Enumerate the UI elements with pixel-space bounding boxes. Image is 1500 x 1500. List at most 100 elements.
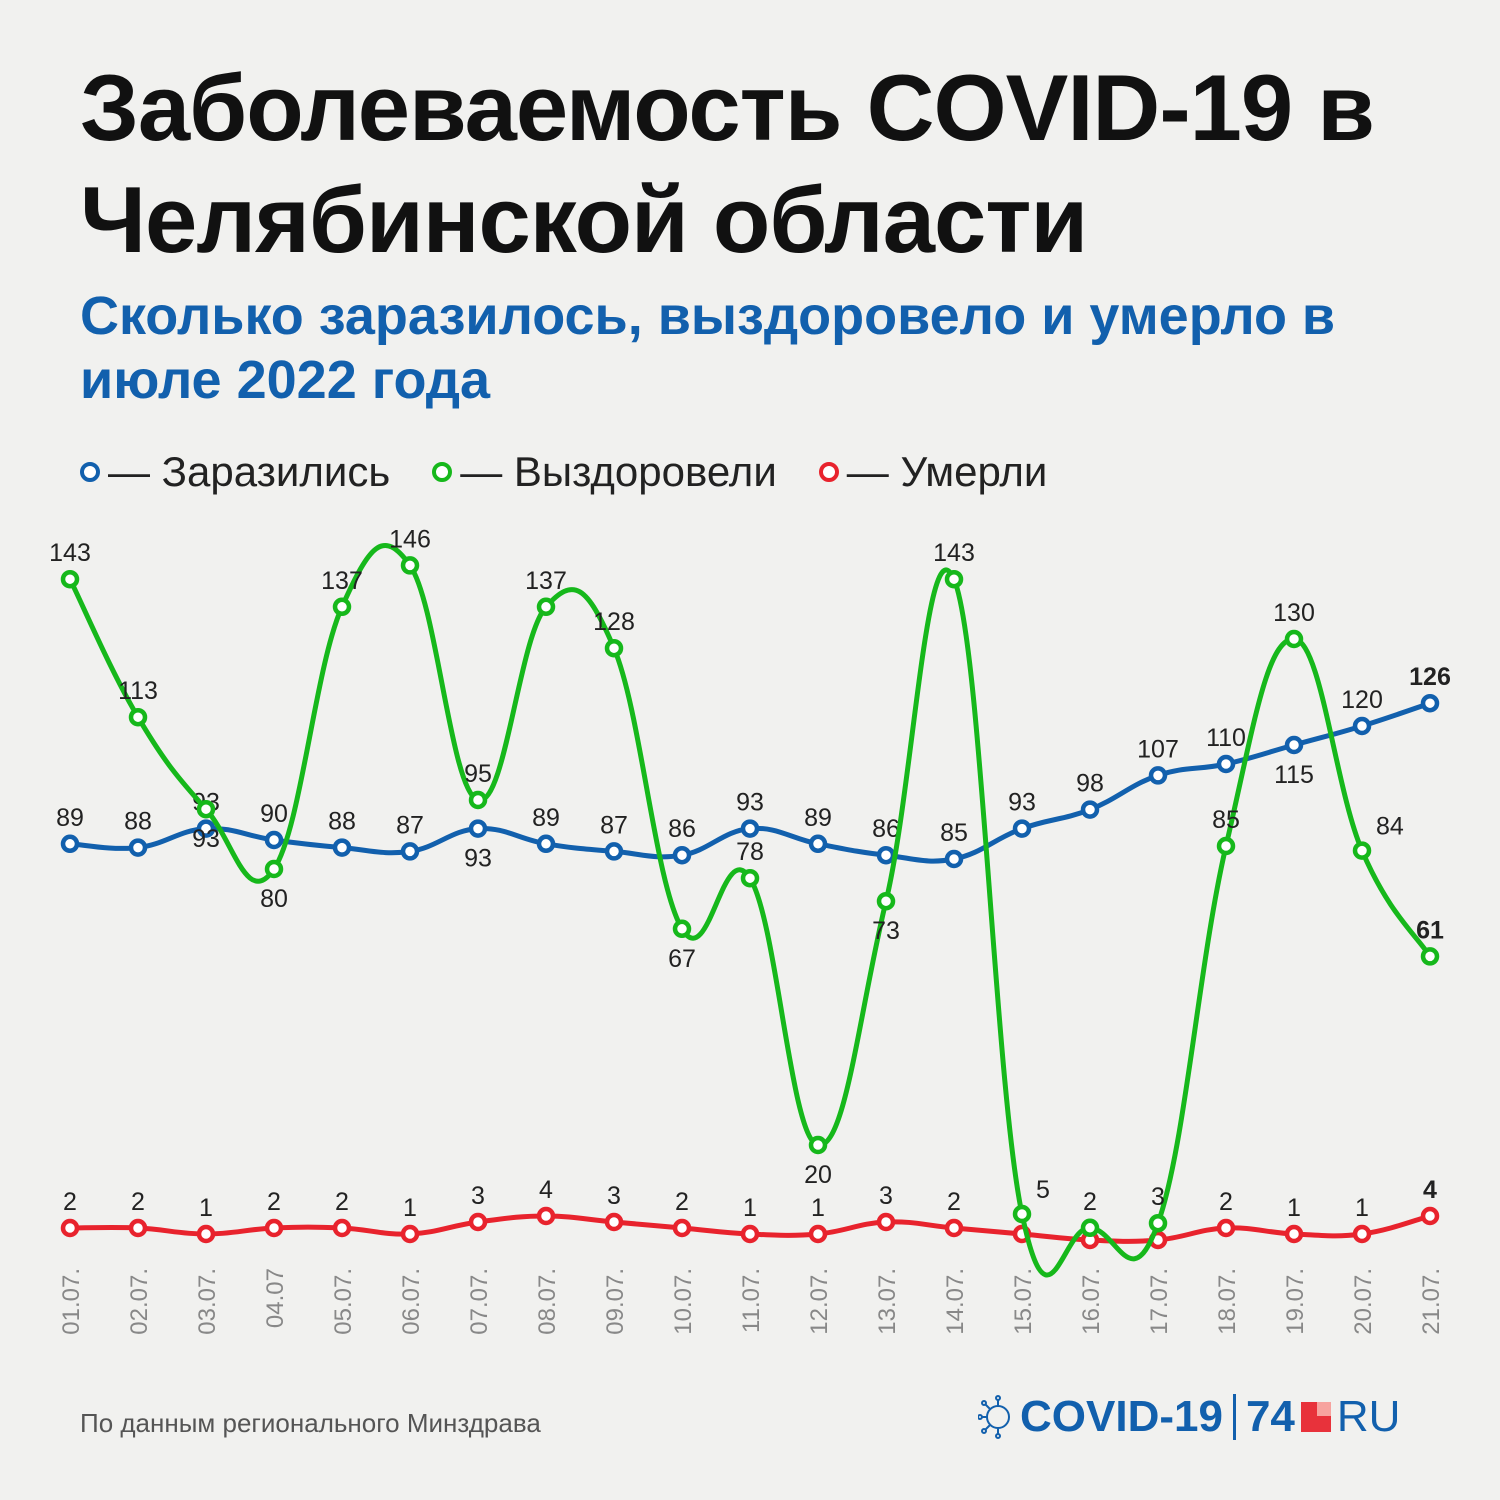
data-label-deaths: 1: [743, 1194, 757, 1222]
data-point-deaths: [332, 1218, 352, 1238]
source-note: По данным регионального Минздрава: [80, 1408, 541, 1438]
data-point-recovered: [672, 919, 692, 939]
data-label-recovered: 143: [49, 539, 91, 567]
page-subtitle: Сколько заразилось, выздоровело и умерло…: [80, 286, 1336, 410]
logo-number: 74: [1245, 1392, 1295, 1441]
data-label-deaths: 1: [1355, 1194, 1369, 1222]
data-label-recovered: 146: [389, 525, 431, 553]
data-point-infected: [128, 838, 148, 857]
data-label-deaths: 2: [675, 1188, 689, 1216]
data-point-infected: [468, 819, 488, 838]
x-tick-label: 20.07.: [1350, 1268, 1377, 1335]
legend: — Заразились — Выздоровели — Умерли: [80, 448, 1089, 496]
data-point-deaths: [1284, 1224, 1304, 1244]
data-point-deaths: [808, 1224, 828, 1244]
brand-logo: COVID-19 74 RU: [978, 1392, 1400, 1442]
x-tick-label: 19.07.: [1282, 1268, 1309, 1335]
logo-ru-text: RU: [1336, 1392, 1401, 1441]
data-point-recovered: [1080, 1218, 1100, 1238]
data-point-recovered: [264, 859, 284, 879]
data-label-deaths: 2: [1219, 1188, 1233, 1216]
data-label-deaths: 2: [947, 1188, 961, 1216]
data-label-infected: 87: [600, 811, 628, 839]
data-label-recovered: 73: [872, 917, 900, 945]
data-label-deaths: 2: [267, 1188, 281, 1216]
data-point-infected: [1012, 819, 1032, 838]
series-deaths: 2 2 1 2 2 1 3 4 3 2 1 1 3 2 2 1 1 4: [60, 1176, 1440, 1250]
data-label-recovered: 3: [1151, 1183, 1165, 1211]
data-point-infected: [808, 834, 828, 854]
data-label-infected: 85: [940, 819, 968, 847]
data-point-deaths: [1420, 1206, 1440, 1226]
data-point-deaths: [740, 1224, 760, 1244]
x-tick-label: 16.07.: [1078, 1268, 1105, 1335]
data-label-infected: 115: [1274, 761, 1314, 789]
data-label-recovered: 128: [593, 608, 635, 636]
data-label-deaths: 3: [607, 1182, 621, 1210]
data-point-recovered: [604, 638, 624, 658]
data-point-infected: [1216, 754, 1236, 774]
data-label-infected: 93: [736, 789, 764, 817]
data-label-recovered: 113: [118, 677, 158, 705]
data-label-infected: 89: [56, 804, 84, 832]
x-tick-label: 08.07.: [534, 1268, 561, 1335]
data-point-recovered: [740, 868, 760, 888]
legend-item-infected: — Заразились: [80, 448, 390, 496]
x-tick-label: 17.07.: [1146, 1268, 1173, 1335]
x-tick-label: 14.07.: [942, 1268, 969, 1335]
x-tick-label: 11.07.: [738, 1268, 765, 1333]
data-point-infected: [60, 834, 80, 854]
data-point-infected: [1352, 716, 1372, 736]
data-point-infected: [944, 849, 964, 869]
data-label-infected: 90: [260, 800, 288, 828]
data-point-infected: [672, 845, 692, 865]
data-label-infected: 89: [532, 804, 560, 832]
data-label-deaths: 1: [1287, 1194, 1301, 1222]
x-tick-label: 10.07.: [670, 1268, 697, 1335]
data-label-recovered: 143: [933, 539, 975, 567]
data-label-infected: 107: [1137, 735, 1179, 763]
data-label-recovered: 20: [804, 1161, 832, 1189]
x-tick-label: 03.07.: [194, 1268, 221, 1335]
data-label-recovered: 137: [525, 567, 567, 595]
x-tick-label: 18.07.: [1214, 1268, 1241, 1335]
data-point-recovered: [1420, 947, 1440, 966]
data-point-recovered: [196, 799, 216, 819]
legend-marker-recovered: [432, 462, 453, 482]
data-point-recovered: [1148, 1213, 1168, 1233]
data-label-recovered: 5: [1036, 1176, 1050, 1204]
data-label-recovered: 61: [1416, 916, 1444, 944]
x-tick-label: 21.07.: [1418, 1268, 1445, 1335]
data-label-infected: 89: [804, 804, 832, 832]
x-tick-label: 05.07.: [330, 1268, 357, 1335]
data-point-deaths: [60, 1218, 80, 1238]
data-point-deaths: [400, 1224, 420, 1244]
data-point-infected: [876, 845, 896, 865]
data-point-deaths: [876, 1212, 896, 1232]
data-point-infected: [1148, 766, 1168, 785]
data-point-recovered: [808, 1135, 828, 1155]
data-point-deaths: [1352, 1224, 1372, 1244]
data-label-deaths: 1: [199, 1194, 213, 1222]
data-label-infected: 87: [396, 811, 424, 839]
legend-label-infected: — Заразились: [108, 448, 391, 495]
data-label-recovered: 67: [668, 945, 696, 973]
data-label-infected: 93: [1008, 789, 1036, 817]
data-point-deaths: [468, 1212, 488, 1232]
data-point-deaths: [264, 1218, 284, 1238]
data-point-infected: [1420, 693, 1440, 713]
data-point-infected: [400, 842, 420, 861]
data-point-deaths: [1216, 1218, 1236, 1238]
data-label-recovered: 85: [1212, 806, 1240, 834]
x-tick-label: 12.07.: [806, 1268, 833, 1335]
data-label-recovered: 80: [260, 885, 288, 913]
data-label-infected: 86: [668, 815, 696, 843]
data-point-recovered: [536, 597, 556, 617]
data-label-recovered: 95: [464, 760, 492, 788]
data-point-recovered: [1352, 841, 1372, 860]
data-label-deaths: 3: [879, 1182, 893, 1210]
data-point-recovered: [1012, 1204, 1032, 1224]
data-point-infected: [536, 834, 556, 854]
